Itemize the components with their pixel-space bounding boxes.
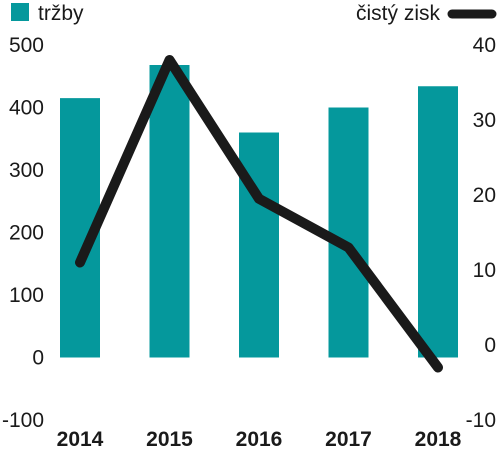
legend-right: čistý zisk: [356, 2, 497, 25]
category-axis: 2014 2015 2016 2017 2018: [57, 428, 462, 451]
left-tick-0: 0: [32, 347, 44, 370]
left-tick-100: 100: [9, 284, 44, 307]
right-tick-30: 30: [473, 109, 496, 132]
category-label-2018: 2018: [415, 428, 462, 451]
bar-2018: [418, 86, 458, 358]
left-tick-300: 300: [9, 159, 44, 182]
left-tick--100: -100: [2, 409, 44, 432]
legend-label-line: čistý zisk: [356, 2, 441, 25]
left-tick-400: 400: [9, 97, 44, 120]
left-tick-500: 500: [9, 34, 44, 57]
right-tick--10: -10: [466, 409, 496, 432]
category-label-2014: 2014: [57, 428, 104, 451]
right-tick-20: 20: [473, 184, 496, 207]
left-axis: -100 0 100 200 300 400 500: [2, 34, 44, 432]
category-label-2016: 2016: [236, 428, 283, 451]
category-label-2017: 2017: [325, 428, 372, 451]
legend-label-bar: tržby: [38, 2, 84, 25]
right-tick-10: 10: [473, 259, 496, 282]
bar-2017: [328, 107, 369, 358]
right-axis: -10 0 10 20 30 40: [466, 34, 496, 432]
right-tick-0: 0: [484, 334, 496, 357]
left-tick-200: 200: [9, 222, 44, 245]
category-label-2015: 2015: [146, 428, 193, 451]
legend-swatch-bar: [11, 3, 29, 21]
bar-2016: [239, 132, 279, 358]
bar-2015: [149, 65, 190, 358]
line-layer: [75, 55, 443, 373]
legend-left: tržby: [11, 2, 84, 25]
right-tick-40: 40: [473, 34, 496, 57]
bars-layer: [60, 65, 458, 358]
